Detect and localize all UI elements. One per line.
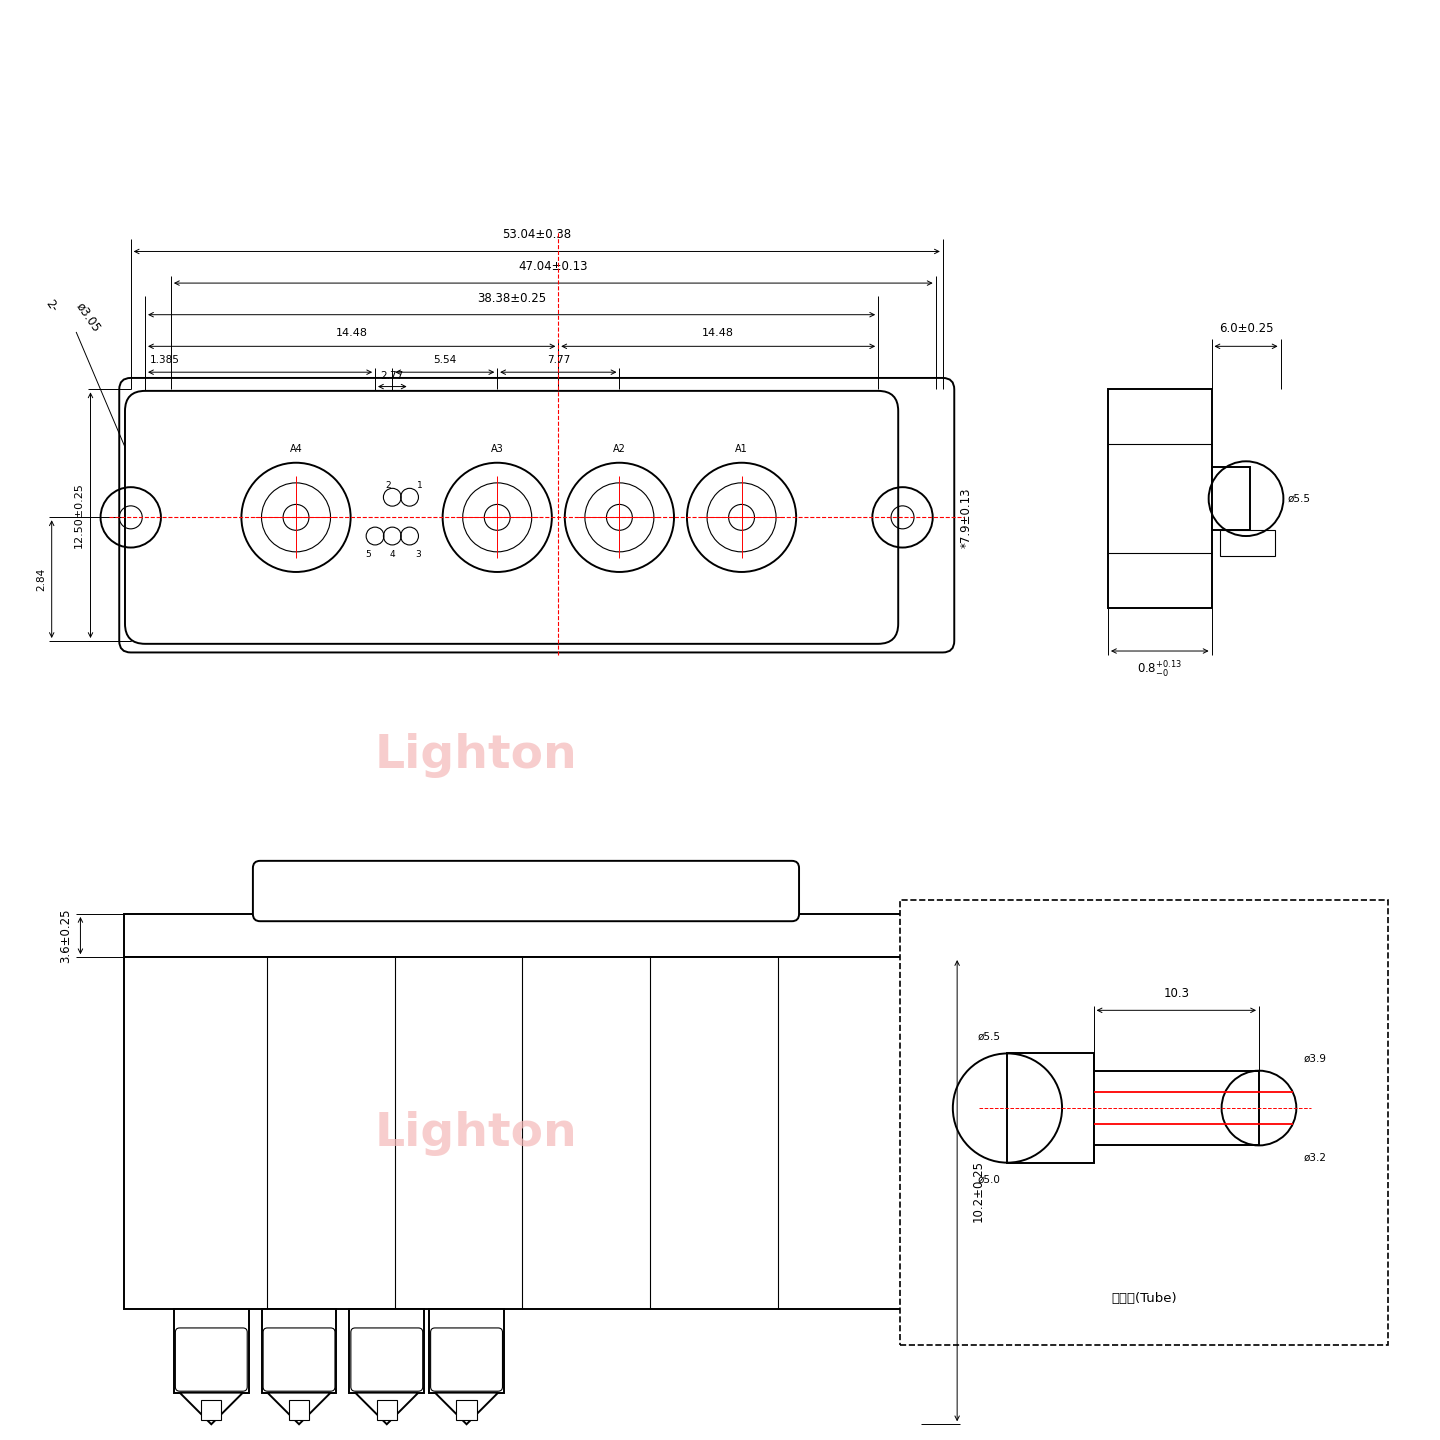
Bar	[202, 1400, 222, 1420]
Text: ø5.5: ø5.5	[1287, 494, 1310, 504]
Bar	[350, 1309, 425, 1392]
Text: 4: 4	[389, 550, 395, 559]
FancyBboxPatch shape	[125, 390, 899, 644]
FancyBboxPatch shape	[253, 861, 799, 922]
FancyBboxPatch shape	[351, 1328, 423, 1391]
Text: 2.84: 2.84	[36, 567, 46, 590]
Text: 3: 3	[415, 550, 420, 559]
Bar	[429, 1309, 504, 1392]
Text: 2-: 2-	[43, 298, 60, 315]
Bar	[1093, 1071, 1259, 1145]
Bar	[174, 1309, 249, 1392]
Text: A4: A4	[289, 444, 302, 454]
Bar	[124, 914, 922, 958]
Text: ø3.9: ø3.9	[1303, 1054, 1326, 1064]
Text: 12.50±0.25: 12.50±0.25	[73, 482, 84, 549]
Bar	[289, 1400, 310, 1420]
Text: 14.48: 14.48	[336, 328, 367, 338]
Bar	[377, 1400, 397, 1420]
Circle shape	[484, 504, 510, 530]
Text: ø5.5: ø5.5	[978, 1032, 1001, 1043]
Circle shape	[284, 504, 310, 530]
Polygon shape	[180, 1392, 243, 1424]
Text: 1.385: 1.385	[150, 356, 180, 364]
Text: 47.04±0.13: 47.04±0.13	[518, 261, 588, 274]
Text: ø3.2: ø3.2	[1303, 1152, 1326, 1162]
Text: Lighton: Lighton	[374, 733, 577, 779]
Text: 0.8$^{+0.13}_{-0}$: 0.8$^{+0.13}_{-0}$	[1138, 660, 1182, 680]
Text: 38.38±0.25: 38.38±0.25	[477, 292, 546, 305]
Text: A2: A2	[613, 444, 626, 454]
Bar	[900, 900, 1388, 1345]
Text: *7.9±0.13: *7.9±0.13	[960, 487, 973, 547]
FancyBboxPatch shape	[264, 1328, 336, 1391]
Text: 5: 5	[364, 550, 370, 559]
Polygon shape	[268, 1392, 331, 1424]
Bar	[262, 1309, 337, 1392]
Text: 3.6±0.25: 3.6±0.25	[59, 909, 72, 963]
Text: ø3.05: ø3.05	[73, 301, 102, 336]
Text: 53.04±0.38: 53.04±0.38	[503, 229, 572, 242]
Bar	[124, 958, 922, 1309]
Text: Lighton: Lighton	[374, 1110, 577, 1156]
Text: 5.54: 5.54	[433, 356, 456, 364]
Text: ø5.0: ø5.0	[978, 1174, 1001, 1184]
Bar	[1008, 1054, 1093, 1162]
Circle shape	[729, 504, 755, 530]
Text: 屏蔽管(Tube): 屏蔽管(Tube)	[1112, 1292, 1176, 1305]
Text: A1: A1	[736, 444, 747, 454]
Text: 2: 2	[386, 481, 390, 490]
Polygon shape	[356, 1392, 419, 1424]
Text: 2.77: 2.77	[380, 372, 405, 380]
Text: 6.0±0.25: 6.0±0.25	[1218, 321, 1273, 336]
Circle shape	[606, 504, 632, 530]
Bar	[1107, 389, 1211, 608]
Text: 10.2±0.25: 10.2±0.25	[972, 1159, 985, 1221]
Bar	[1211, 467, 1250, 530]
Polygon shape	[435, 1392, 498, 1424]
Bar	[456, 1400, 477, 1420]
Text: 1: 1	[416, 481, 422, 490]
Text: A3: A3	[491, 444, 504, 454]
Text: 7.77: 7.77	[547, 356, 570, 364]
FancyBboxPatch shape	[176, 1328, 248, 1391]
Text: 10.3: 10.3	[1164, 988, 1189, 1001]
FancyBboxPatch shape	[431, 1328, 503, 1391]
Bar	[1220, 530, 1274, 556]
Text: 14.48: 14.48	[703, 328, 734, 338]
FancyBboxPatch shape	[120, 377, 955, 652]
